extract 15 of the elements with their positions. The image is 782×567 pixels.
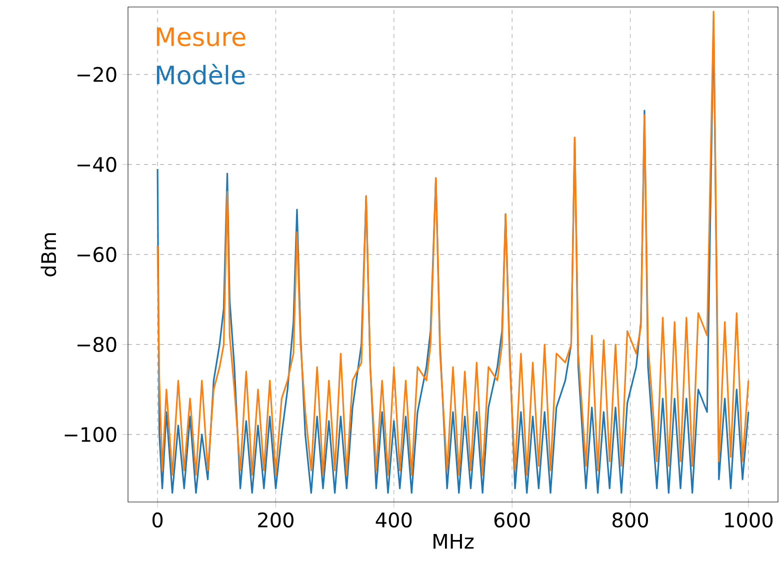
x-tick-label: 800 [612, 512, 648, 528]
y-axis-title: dBm [40, 233, 56, 276]
y-tick-label: −40 [78, 156, 116, 172]
x-axis-title: MHz [434, 534, 474, 549]
y-tick-label: −60 [78, 246, 116, 262]
x-tick-label: 1000 [725, 512, 773, 528]
x-tick-label: 0 [152, 512, 163, 528]
y-tick-label: −100 [64, 426, 116, 442]
y-tick-label: −80 [78, 336, 116, 352]
x-tick-label: 600 [494, 512, 530, 528]
text: Mesure [156, 27, 246, 46]
x-tick-label: 200 [258, 512, 294, 528]
x-tick-label: 400 [376, 512, 412, 528]
y-tick-label: −20 [78, 66, 116, 82]
text: Modèle [156, 64, 245, 85]
